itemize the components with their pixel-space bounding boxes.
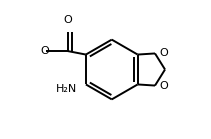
Text: O: O [159, 81, 168, 90]
Text: H₂N: H₂N [55, 84, 77, 94]
Text: O: O [40, 46, 49, 56]
Text: O: O [64, 15, 72, 25]
Text: O: O [159, 49, 168, 58]
